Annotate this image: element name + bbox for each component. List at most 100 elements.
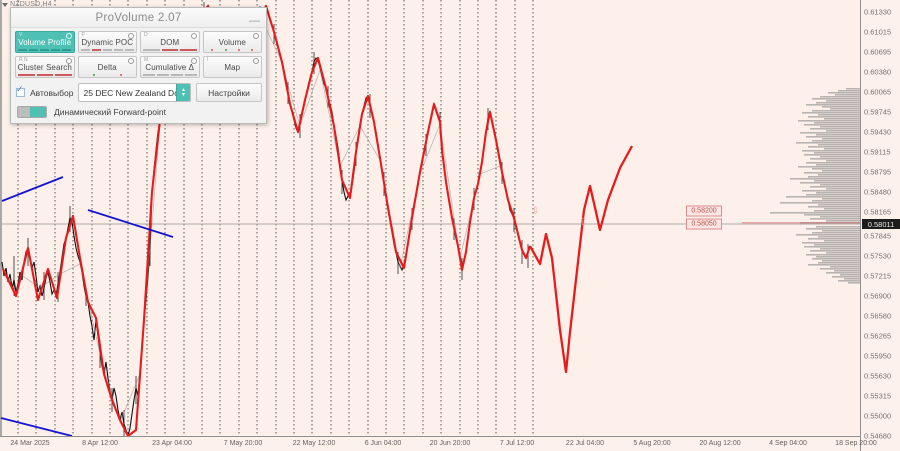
button-label: Volume <box>218 38 246 47</box>
spinner-updown-icon[interactable]: ▲ ▼ <box>176 84 190 101</box>
time-tick: 8 Apr 12:00 <box>82 440 118 447</box>
volume-profile-button[interactable]: V Volume Profile <box>15 31 75 53</box>
price-tick: 0.60695 <box>864 47 892 57</box>
price-axis[interactable]: 0.61330 0.61015 0.60695 0.60380 0.60065 … <box>860 0 900 451</box>
time-tick: 22 May 12:00 <box>292 440 336 447</box>
forecast-arrow-down-icon: ⇩ <box>531 206 540 217</box>
price-tick: 0.58165 <box>864 207 892 217</box>
button-label: Cluster Search <box>17 63 72 72</box>
gear-icon[interactable] <box>253 33 259 39</box>
gear-icon[interactable] <box>65 58 72 64</box>
cluster-search-button[interactable]: R N Cluster Search <box>15 56 75 78</box>
time-tick: 7 May 20:00 <box>223 440 263 447</box>
map-button[interactable]: I Map <box>202 56 262 78</box>
hotkey-label: I <box>206 57 208 63</box>
price-tick: 0.58795 <box>864 167 892 177</box>
collapse-triangle-icon <box>2 2 8 7</box>
panel-titlebar[interactable]: ProVolume 2.07 — <box>11 8 266 28</box>
gear-icon[interactable] <box>190 58 197 64</box>
price-tick: 0.57530 <box>864 251 892 261</box>
time-axis[interactable]: 24 Mar 2025 8 Apr 12:00 23 Apr 04:00 7 M… <box>0 436 877 451</box>
symbol-select-value: 25 DEC New Zealand Dollar <box>83 87 176 98</box>
time-tick: 24 Mar 2025 <box>10 440 50 447</box>
status-ticks <box>143 49 197 51</box>
panel-title: ProVolume 2.07 <box>95 11 182 24</box>
panel-button-row-2: R N Cluster Search Delta M Cumulat <box>15 56 262 78</box>
zigzag-history-line <box>2 4 531 436</box>
button-label: DOM <box>160 38 180 47</box>
panel-body: V Volume Profile P Dynamic POC D DOM <box>11 28 266 118</box>
gear-icon[interactable] <box>190 33 197 39</box>
button-label: Delta <box>97 63 117 72</box>
price-tick: 0.55630 <box>864 371 892 381</box>
dynamic-poc-button[interactable]: P Dynamic POC <box>77 31 137 53</box>
time-tick: 22 Jul 04:00 <box>565 440 605 447</box>
symbol-select[interactable]: 25 DEC New Zealand Dollar ▲▼ <box>78 83 191 102</box>
volume-profile-histogram <box>770 88 860 284</box>
price-tick: 0.60065 <box>864 87 892 97</box>
panel-button-row-1: V Volume Profile P Dynamic POC D DOM <box>15 31 262 53</box>
time-tick: 20 Aug 12:00 <box>699 440 741 447</box>
time-tick: 5 Aug 20:00 <box>633 440 671 447</box>
settings-button[interactable]: Настройки <box>196 83 262 102</box>
minimize-icon[interactable]: — <box>249 15 260 27</box>
time-tick: 18 Sep 20:00 <box>835 440 877 447</box>
gear-icon[interactable] <box>253 58 259 64</box>
button-label: Dynamic POC <box>81 38 134 47</box>
status-dots <box>206 48 260 51</box>
status-ticks <box>143 74 197 76</box>
gear-icon[interactable] <box>128 58 134 64</box>
button-label: Cumulative Δ <box>145 63 195 72</box>
button-label: Map <box>224 63 241 72</box>
price-tick: 0.56265 <box>864 331 892 341</box>
price-tick: 0.56900 <box>864 291 892 301</box>
poc-line <box>742 222 860 224</box>
price-tick: 0.61330 <box>864 7 892 17</box>
time-tick: 20 Jun 20:00 <box>429 440 471 447</box>
price-flag-lower-value: 0.58050 <box>691 220 717 228</box>
dom-button[interactable]: D DOM <box>140 31 200 53</box>
hotkey-label: R N <box>19 57 28 63</box>
current-price-label: 0.58011 <box>862 219 900 229</box>
status-ticks <box>18 74 72 76</box>
price-tick: 0.56580 <box>864 311 892 321</box>
time-tick: 7 Jul 12:00 <box>499 440 535 447</box>
price-tick: 0.55315 <box>864 391 892 401</box>
symbol-timeframe-label: NZDUSD,H4 <box>2 1 52 8</box>
price-tick: 0.59115 <box>864 147 891 157</box>
delta-button[interactable]: Delta <box>77 56 137 78</box>
trendlines <box>0 176 174 436</box>
price-flag-lower[interactable]: 0.58050 <box>686 218 722 230</box>
price-tick: 0.59745 <box>864 107 892 117</box>
price-tick: 0.59430 <box>864 127 892 137</box>
status-ticks <box>80 49 135 51</box>
hotkey-label: D <box>144 32 148 38</box>
forward-point-toggle[interactable] <box>17 106 47 118</box>
forecast-arrow-up-icon: ⇧ <box>579 217 588 228</box>
status-dots <box>81 73 135 76</box>
price-tick: 0.58480 <box>864 187 892 197</box>
hotkey-label: M <box>144 57 149 63</box>
forward-point-label: Динамический Forward-point <box>54 107 166 117</box>
price-tick: 0.55000 <box>864 411 892 421</box>
autoselect-checkbox[interactable] <box>16 85 25 97</box>
gear-icon[interactable] <box>128 33 134 39</box>
symbol-text: NZDUSD,H4 <box>10 1 52 8</box>
price-flag-upper-value: 0.58200 <box>691 207 717 215</box>
price-tick: 0.57845 <box>864 231 892 241</box>
gear-icon[interactable] <box>65 33 72 39</box>
cumulative-delta-button[interactable]: M Cumulative Δ <box>140 56 200 78</box>
hotkey-label: P <box>81 32 85 38</box>
volume-button[interactable]: Volume <box>202 31 262 53</box>
forward-point-row: Динамический Forward-point <box>15 105 262 118</box>
time-tick: 6 Jun 04:00 <box>364 440 402 447</box>
status-ticks <box>18 49 72 51</box>
time-tick: 23 Apr 04:00 <box>152 440 192 447</box>
price-tick: 0.54680 <box>864 431 892 441</box>
provolume-panel[interactable]: ProVolume 2.07 — V Volume Profile P Dyna… <box>10 7 267 124</box>
panel-controls-row: Автовыбор 25 DEC New Zealand Dollar ▲▼ Н… <box>15 81 262 105</box>
price-flag-upper[interactable]: 0.58200 <box>686 205 722 217</box>
zigzag-forecast-line <box>528 145 634 374</box>
price-tick: 0.55950 <box>864 351 892 361</box>
